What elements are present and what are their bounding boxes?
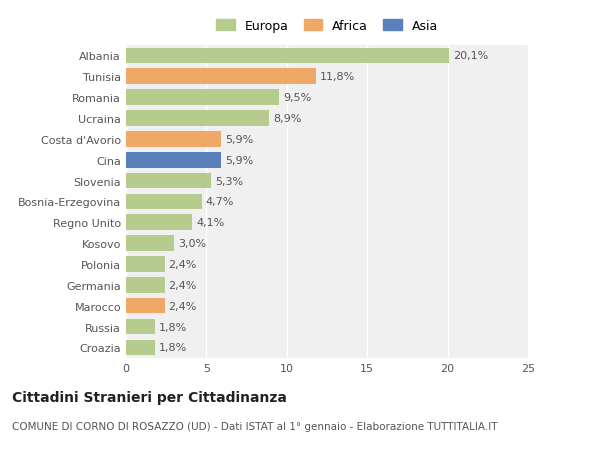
Text: 9,5%: 9,5% <box>283 93 311 103</box>
Bar <box>126 257 164 272</box>
Text: 5,3%: 5,3% <box>215 176 244 186</box>
Text: 1,8%: 1,8% <box>159 322 187 332</box>
Bar <box>126 298 164 314</box>
Text: 2,4%: 2,4% <box>169 280 197 290</box>
Bar <box>126 277 164 293</box>
Text: 3,0%: 3,0% <box>178 239 206 249</box>
Text: 2,4%: 2,4% <box>169 301 197 311</box>
Text: 4,1%: 4,1% <box>196 218 224 228</box>
Text: 8,9%: 8,9% <box>273 114 302 124</box>
Bar <box>126 215 192 230</box>
Bar <box>126 194 202 210</box>
Bar <box>126 174 211 189</box>
Text: 11,8%: 11,8% <box>320 72 355 82</box>
Text: 4,7%: 4,7% <box>206 197 234 207</box>
Bar <box>126 152 221 168</box>
Text: COMUNE DI CORNO DI ROSAZZO (UD) - Dati ISTAT al 1° gennaio - Elaborazione TUTTIT: COMUNE DI CORNO DI ROSAZZO (UD) - Dati I… <box>12 421 497 431</box>
Bar <box>126 132 221 147</box>
Bar <box>126 236 174 252</box>
Bar <box>126 90 279 106</box>
Text: 5,9%: 5,9% <box>225 155 253 165</box>
Text: 5,9%: 5,9% <box>225 134 253 145</box>
Bar <box>126 49 449 64</box>
Legend: Europa, Africa, Asia: Europa, Africa, Asia <box>212 16 442 37</box>
Text: 20,1%: 20,1% <box>453 51 488 62</box>
Text: 2,4%: 2,4% <box>169 259 197 269</box>
Bar <box>126 111 269 127</box>
Bar <box>126 319 155 335</box>
Text: Cittadini Stranieri per Cittadinanza: Cittadini Stranieri per Cittadinanza <box>12 391 287 405</box>
Bar <box>126 69 316 85</box>
Text: 1,8%: 1,8% <box>159 342 187 353</box>
Bar <box>126 340 155 355</box>
